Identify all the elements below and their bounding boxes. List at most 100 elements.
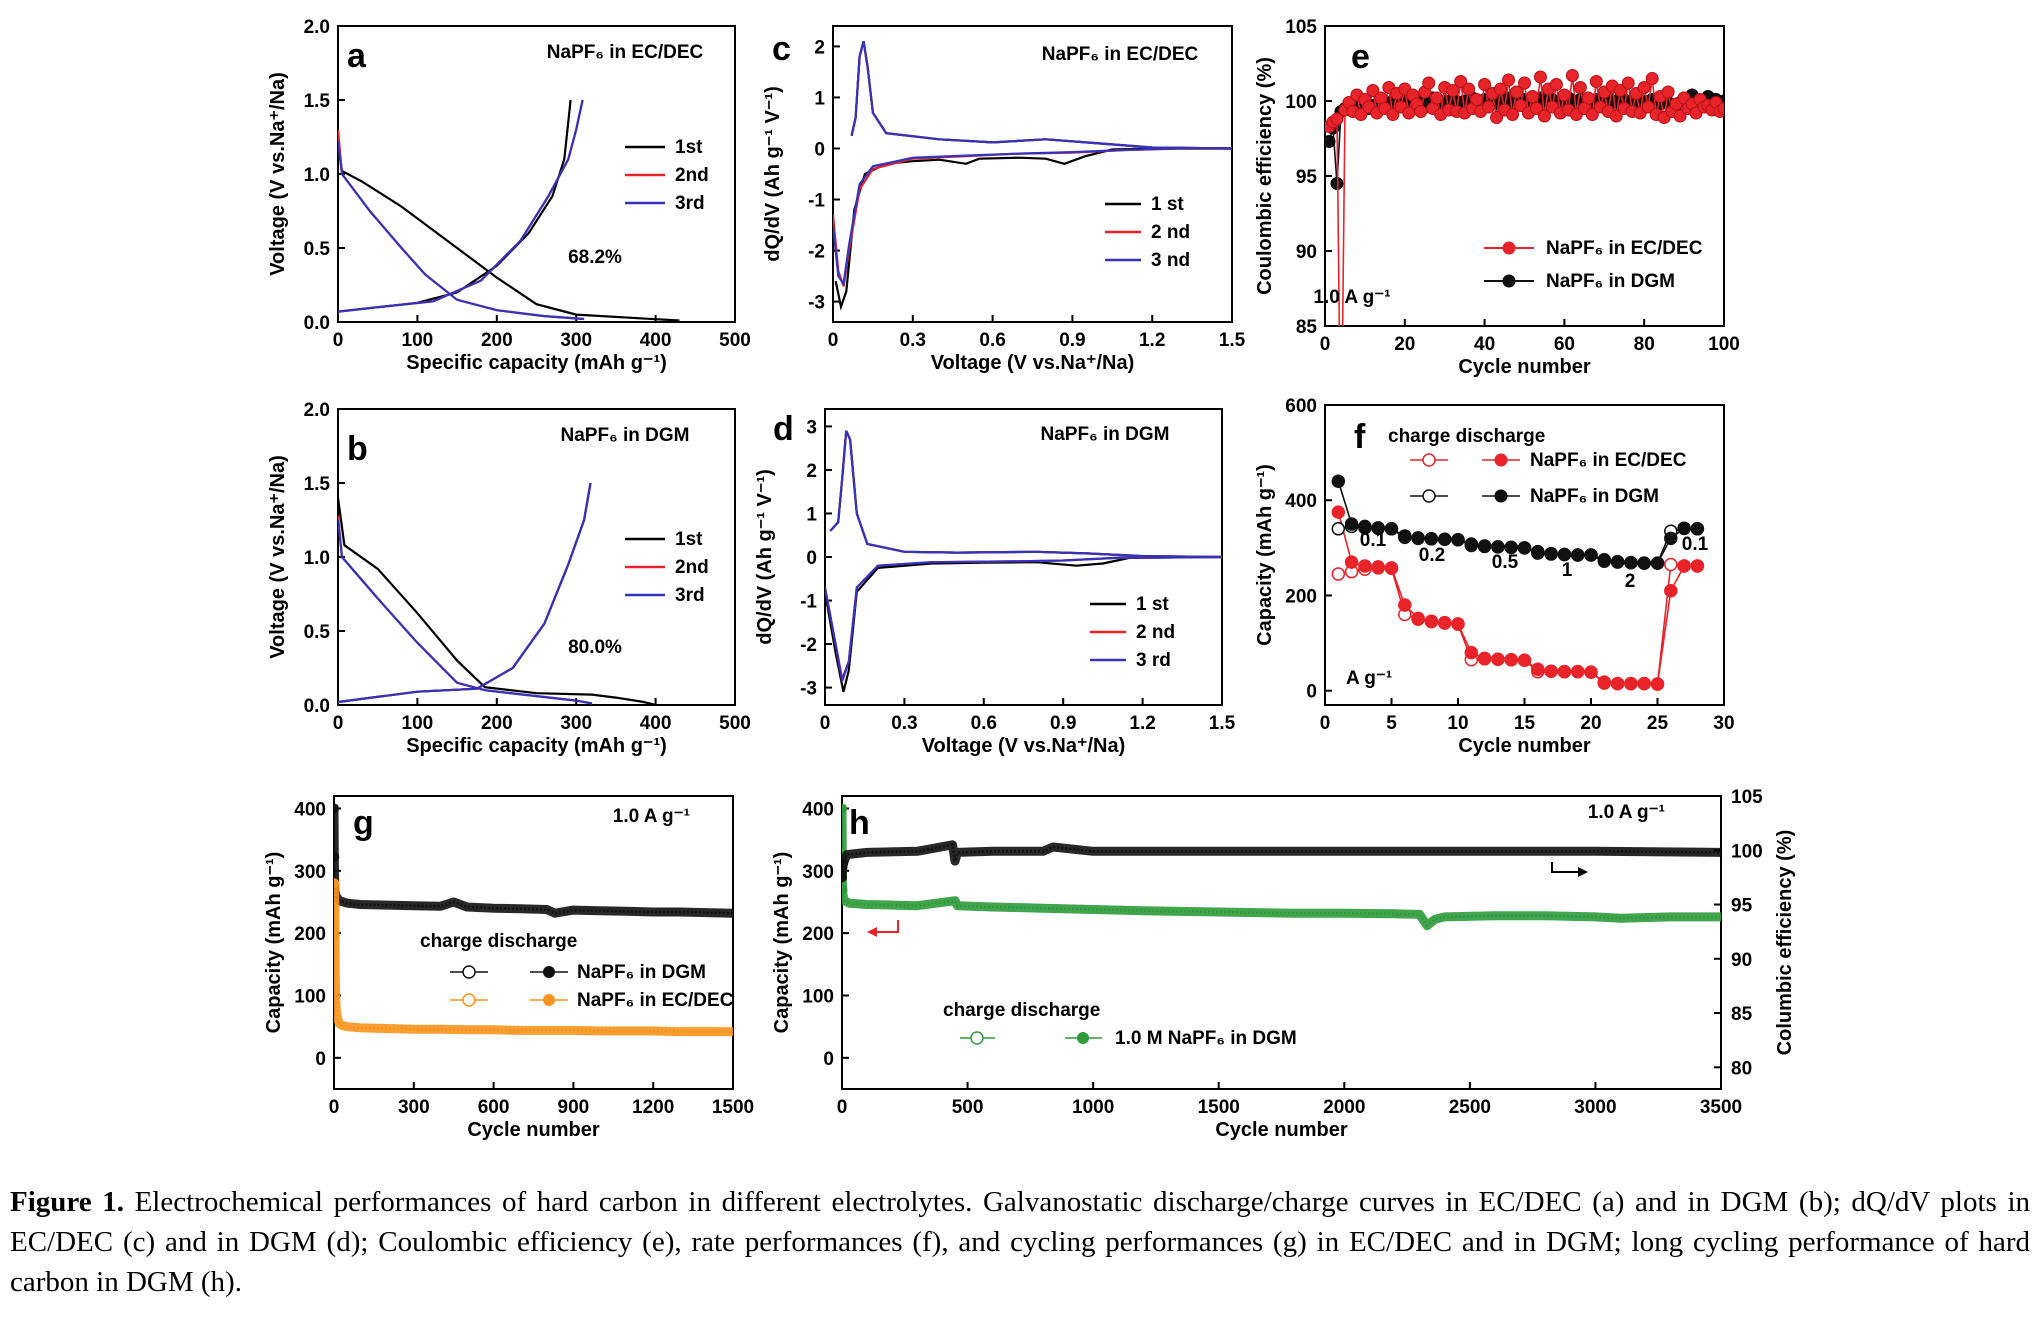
x-tick-label: 1.5 [1209,713,1236,734]
legend-label: 2 nd [1151,222,1190,243]
legend-header: charge discharge [1388,426,1545,447]
data-point [1478,78,1492,91]
series-line [338,144,680,322]
x-tick-label: 0 [828,330,839,351]
data-point [1454,75,1468,88]
chart-panel-d: 0 0.3 0.6 0.9 1.2 1.5 -3 -2 -1 0 1 2 3 Voltage (V vs.… [754,408,1236,757]
y-tick-label: 0 [806,548,817,569]
data-point [1673,109,1687,123]
legend-marker [1502,241,1516,255]
panel-letter: b [347,430,368,468]
x-axis-label: Voltage (V vs.Na⁺/Na) [931,352,1135,374]
data-point [1325,135,1336,148]
x-tick-label: 300 [398,1097,430,1118]
x-tick-label: 0 [837,1097,848,1118]
data-point [1690,559,1705,573]
x-tick-label: 300 [560,330,592,351]
data-point [334,878,340,889]
data-point [1344,517,1359,531]
data-point [1549,78,1563,91]
x-tick-label: 100 [402,330,434,351]
data-point [1557,547,1572,562]
x-axis-label: Specific capacity (mAh g⁻¹) [406,352,667,374]
y-tick-label: 400 [1285,491,1317,512]
legend-label: NaPF₆ in EC/DEC [577,990,734,1011]
data-point [1490,111,1504,124]
x-tick-label: 25 [1647,713,1669,734]
series-line [829,430,1222,559]
data-point [1482,100,1496,114]
legend-label: NaPF₆ in DGM [577,962,706,983]
data-point [1354,108,1368,121]
x-tick-label: 30 [1713,713,1734,734]
panel-letter: d [773,410,794,448]
data-point [1411,611,1425,626]
x-tick-label: 20 [1394,334,1415,355]
y-tick-label: 2.0 [304,17,330,38]
y-tick-label: 0.5 [304,239,331,260]
data-point [1589,75,1603,88]
x-tick-label: 500 [719,330,751,351]
legend-label: 3rd [675,193,705,214]
chart-panel-e: 0 20 40 60 80 100 85 90 95 100 105 Cycle number Coul… [1254,17,1740,378]
data-point [1330,112,1344,126]
data-point [1690,522,1705,536]
legend-marker [1502,274,1516,288]
panel-letter: f [1354,418,1366,456]
y2-tick-label: 95 [1731,896,1753,917]
y-tick-label: 1.0 [304,165,330,186]
data-point [1384,561,1399,575]
y-tick-label: 400 [294,799,326,820]
data-point [1477,651,1492,666]
y-tick-label: 90 [1296,242,1317,263]
panel-letter: h [849,804,870,842]
x-tick-label: 3500 [1700,1097,1742,1118]
x-tick-label: 0 [333,713,344,734]
y-tick-label: 95 [1296,167,1318,188]
x-tick-label: 0.9 [1050,713,1076,734]
data-point [1557,664,1572,679]
chart-panel-c: 0 0.3 0.6 0.9 1.2 1.5 -3 -2 -1 0 1 2 Voltage (V vs.N… [762,25,1246,374]
legend-label: 3 nd [1151,250,1190,271]
series-band [842,808,1721,931]
data-point [1661,85,1675,99]
panel-letter: e [1351,38,1370,76]
x-tick-label: 0.3 [900,330,926,351]
data-point [1331,522,1346,536]
y2-tick-label: 105 [1731,787,1763,808]
y-tick-label: 0 [1306,682,1317,703]
y-tick-label: 200 [1285,586,1317,607]
data-point [1430,91,1444,105]
data-point [1637,81,1651,94]
x-tick-label: 0.3 [891,713,917,734]
x-tick-label: 2500 [1449,1097,1491,1118]
legend-marker [543,994,555,1006]
data-point [1581,91,1595,105]
plot-area-f [1331,474,1705,691]
data-point [1645,72,1659,85]
y2-tick-label: 85 [1731,1004,1753,1025]
legend-label: NaPF₆ in DGM [1546,271,1675,292]
figure-caption: Figure 1. Electrochemical performances o… [10,1182,2030,1302]
y-tick-label: 1.5 [304,474,331,495]
data-point [1398,598,1412,612]
data-point [1504,653,1518,667]
x-tick-label: 400 [640,713,672,734]
data-point [1544,546,1558,561]
right-axis-arrow [1551,862,1578,873]
data-point [1525,90,1539,103]
y-axis-label: Capacity (mAh g⁻¹) [771,852,793,1034]
data-point [1422,76,1436,90]
x-tick-label: 200 [481,330,513,351]
data-point [1331,505,1346,519]
data-point [1597,675,1612,689]
rate-label: 0.5 [1492,552,1519,573]
data-point [842,803,847,814]
data-point [1437,615,1452,630]
data-point [1565,69,1579,82]
data-point [842,884,848,895]
data-point [1677,559,1691,573]
y-tick-label: 0.0 [304,696,330,717]
data-point [1570,664,1585,679]
y-tick-label: 0.0 [304,313,330,334]
